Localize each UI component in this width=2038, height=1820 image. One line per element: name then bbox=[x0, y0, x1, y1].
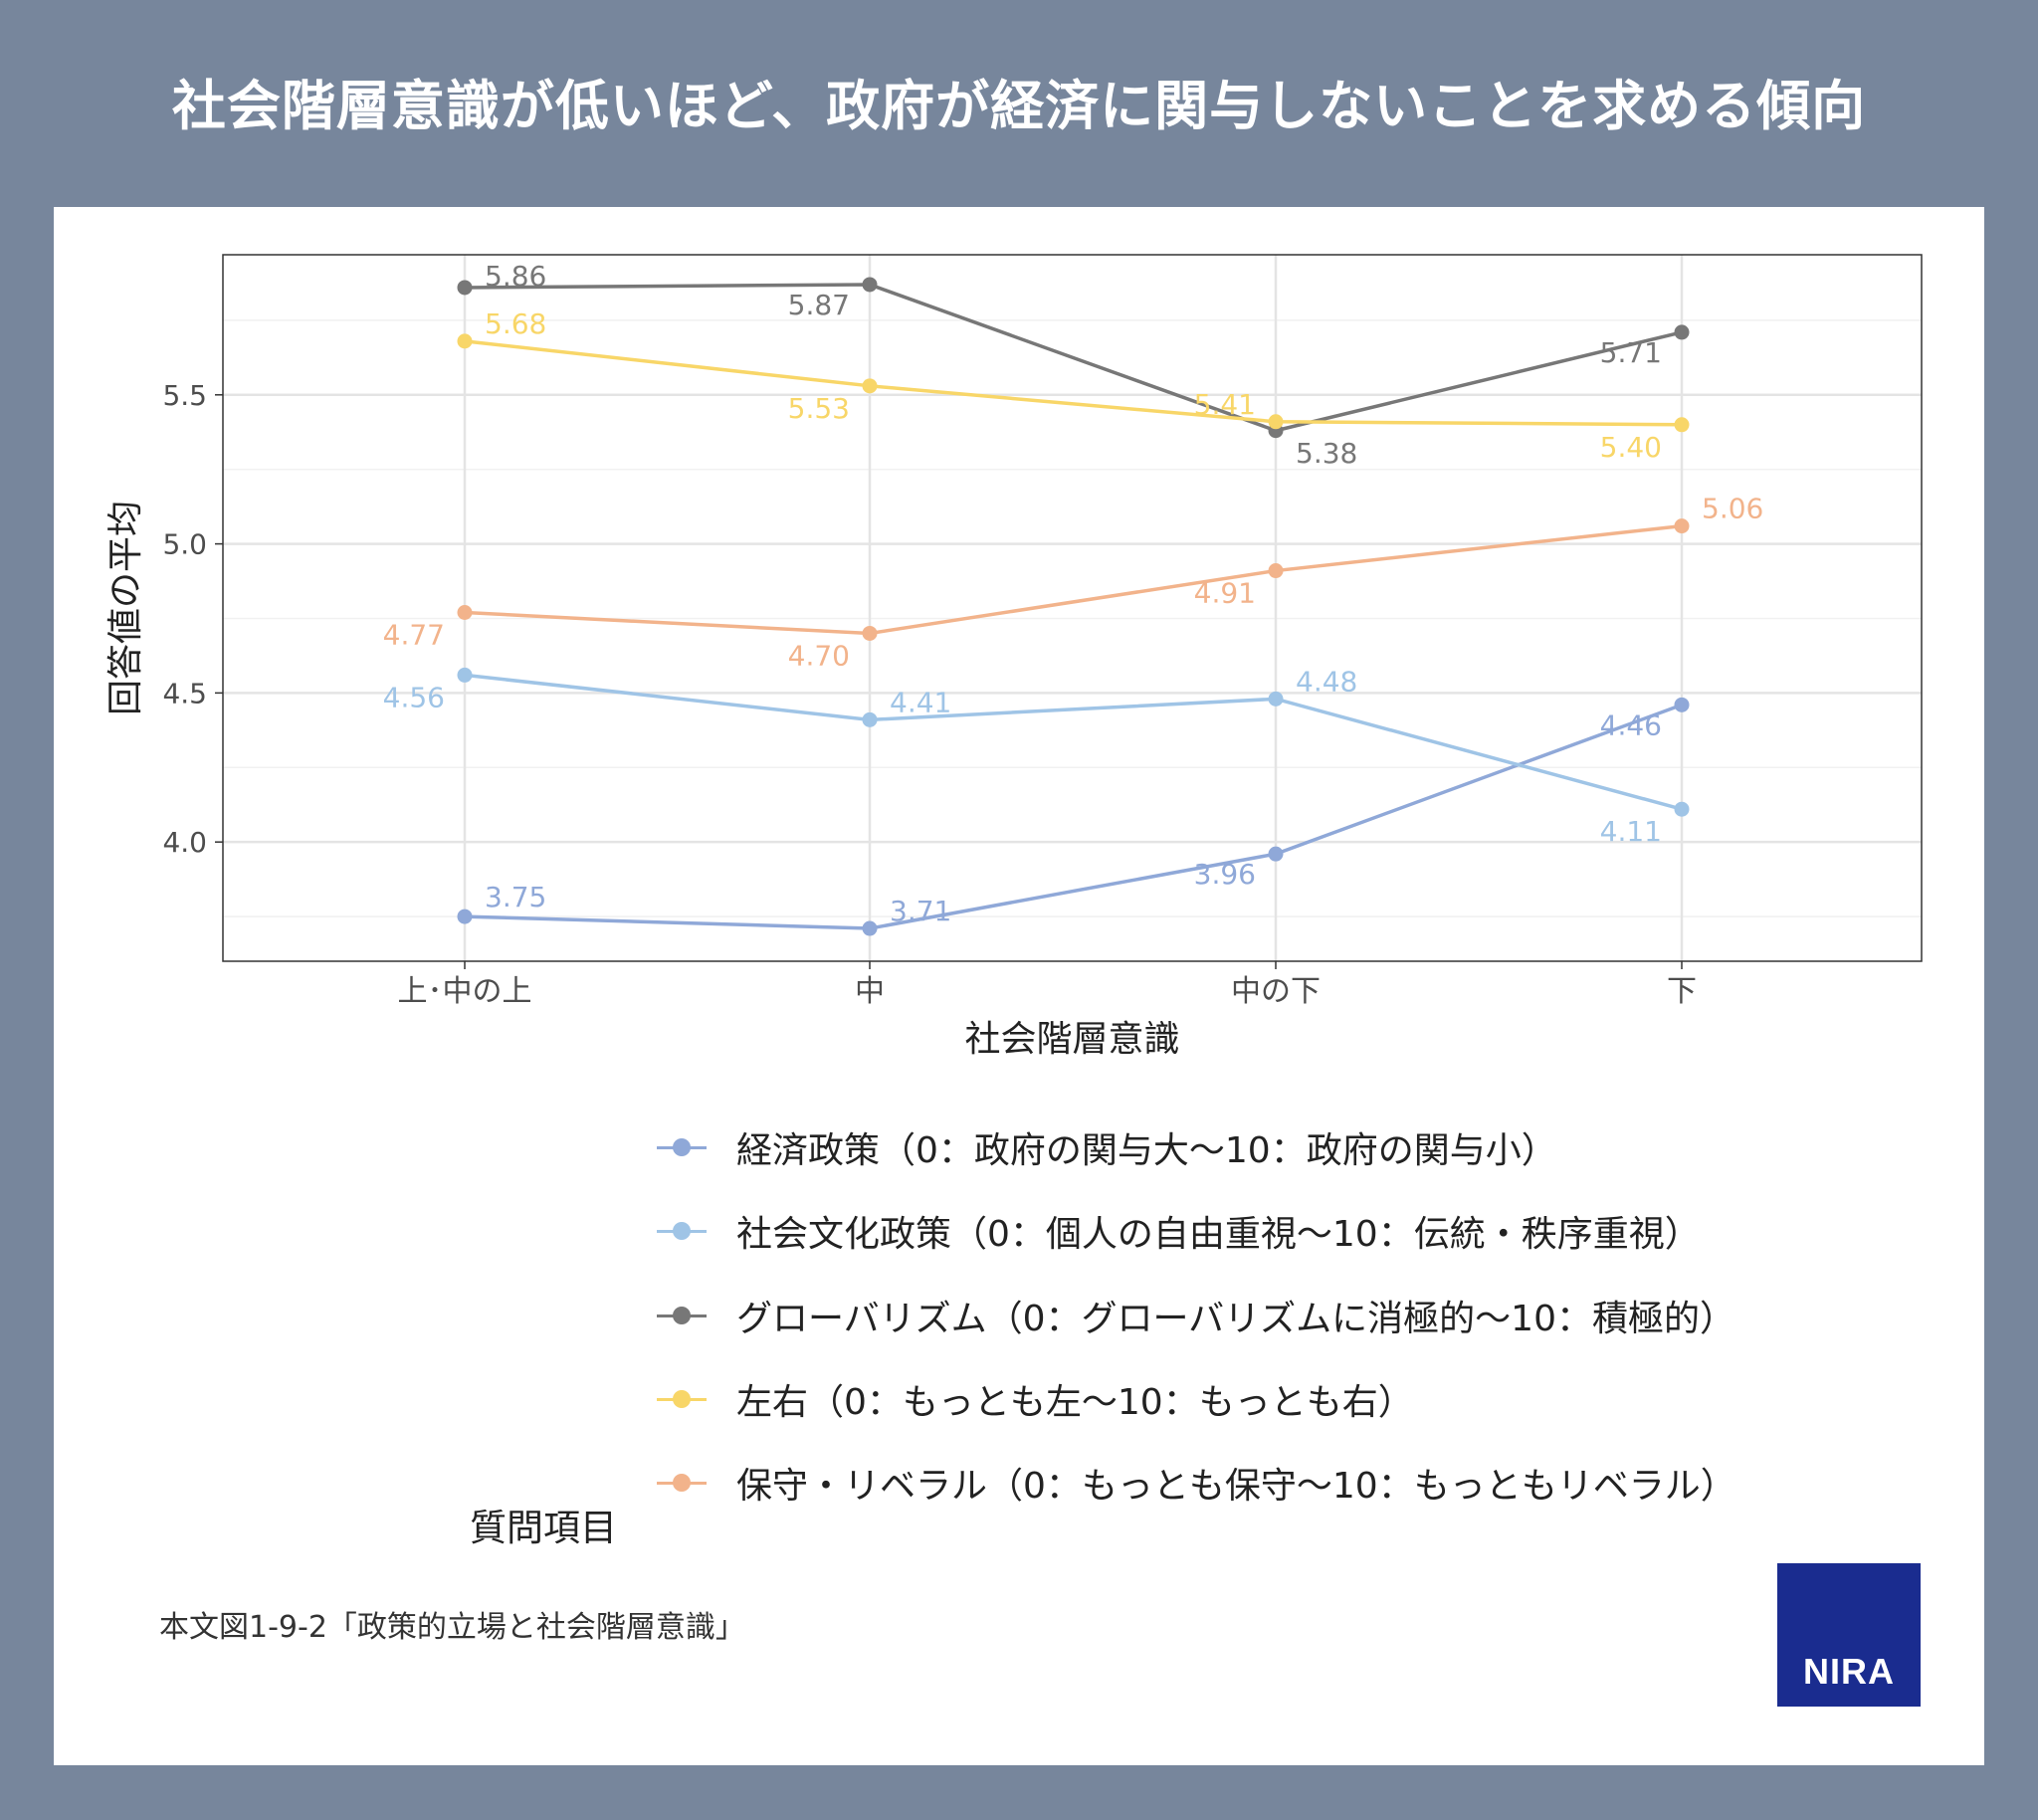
data-label-1: 4.56 bbox=[383, 681, 445, 713]
x-axis-title: 社会階層意識 bbox=[964, 1019, 1179, 1060]
series-point-0 bbox=[1674, 697, 1690, 712]
x-tick-label: 中の下 bbox=[1231, 974, 1321, 1009]
y-tick-label: 4.5 bbox=[162, 677, 207, 709]
series-point-1 bbox=[1674, 801, 1690, 817]
series-point-2 bbox=[1674, 324, 1690, 340]
legend-key-dot bbox=[673, 1474, 691, 1492]
data-label-4: 4.91 bbox=[1194, 577, 1256, 610]
data-label-3: 5.68 bbox=[485, 307, 546, 340]
legend-item-0: 経済政策（0：政府の関与大〜10：政府の関与小） bbox=[657, 1122, 1557, 1172]
y-tick-label: 5.5 bbox=[162, 379, 207, 412]
data-label-3: 5.53 bbox=[788, 392, 850, 425]
legend-key-dot bbox=[673, 1390, 691, 1408]
legend-key-3 bbox=[657, 1374, 707, 1424]
data-label-2: 5.87 bbox=[788, 289, 850, 321]
legend-item-1: 社会文化政策（0：個人の自由重視〜10：伝統・秩序重視） bbox=[657, 1206, 1701, 1256]
legend-label-4: 保守・リベラル（0：もっとも保守〜10：もっともリベラル） bbox=[736, 1466, 1736, 1507]
data-label-2: 5.38 bbox=[1296, 437, 1357, 470]
legend-label-1: 社会文化政策（0：個人の自由重視〜10：伝統・秩序重視） bbox=[736, 1214, 1701, 1255]
series-point-4 bbox=[862, 625, 878, 641]
x-tick-label: 上･中の上 bbox=[398, 974, 532, 1009]
y-tick-label: 5.0 bbox=[162, 528, 207, 561]
series-point-4 bbox=[457, 604, 473, 620]
data-label-3: 5.40 bbox=[1600, 431, 1662, 464]
legend-title: 質問項目 bbox=[470, 1507, 617, 1549]
data-label-0: 4.46 bbox=[1600, 708, 1662, 741]
legend-label-3: 左右（0：もっとも左〜10：もっとも右） bbox=[736, 1382, 1414, 1423]
data-label-2: 5.71 bbox=[1600, 336, 1662, 369]
legend-key-dot bbox=[673, 1138, 691, 1156]
series-point-3 bbox=[457, 333, 473, 349]
legend-item-3: 左右（0：もっとも左〜10：もっとも右） bbox=[657, 1374, 1414, 1424]
x-tick-label: 下 bbox=[1667, 974, 1697, 1009]
page-title: 社会階層意識が低いほど、政府が経済に関与しないことを求める傾向 bbox=[171, 75, 1867, 137]
data-label-4: 4.70 bbox=[788, 639, 850, 672]
series-point-0 bbox=[457, 909, 473, 924]
chart-panel: 4.0 4.5 5.0 5.5 上･中の上 中 中の下 下社会階層意識 回答値の平均 3.75 3.… bbox=[54, 207, 1984, 1765]
nira-logo: NIRA bbox=[1777, 1563, 1921, 1707]
series-point-1 bbox=[862, 711, 878, 727]
series-line-1 bbox=[464, 673, 1683, 811]
series-point-2 bbox=[457, 280, 473, 296]
legend-key-dot bbox=[673, 1222, 691, 1240]
series-point-3 bbox=[1674, 417, 1690, 433]
legend-item-4: 保守・リベラル（0：もっとも保守〜10：もっともリベラル） bbox=[657, 1458, 1736, 1508]
data-label-1: 4.41 bbox=[890, 686, 951, 718]
series-point-0 bbox=[1268, 846, 1284, 862]
legend-label-0: 経済政策（0：政府の関与大〜10：政府の関与小） bbox=[736, 1130, 1557, 1171]
legend-item-2: グローバリズム（0：グローバリズムに消極的〜10：積極的） bbox=[657, 1291, 1735, 1340]
data-label-0: 3.96 bbox=[1194, 858, 1256, 891]
legend-label-2: グローバリズム（0：グローバリズムに消極的〜10：積極的） bbox=[736, 1299, 1735, 1339]
data-label-4: 4.77 bbox=[383, 618, 445, 651]
x-tick-label: 中 bbox=[855, 974, 885, 1009]
data-label-0: 3.71 bbox=[890, 895, 951, 927]
legend-key-4 bbox=[657, 1458, 707, 1508]
legend-key-1 bbox=[657, 1206, 707, 1256]
series-point-1 bbox=[1268, 691, 1284, 707]
data-label-2: 5.86 bbox=[485, 260, 546, 293]
legend-key-dot bbox=[673, 1307, 691, 1324]
series-point-4 bbox=[1268, 563, 1284, 579]
series-line-3 bbox=[464, 339, 1683, 427]
series-point-3 bbox=[1268, 414, 1284, 430]
data-label-4: 5.06 bbox=[1702, 493, 1763, 525]
plot-border bbox=[222, 254, 1923, 962]
footnote: 本文図1-9-2「政策的立場と社会階層意識」 bbox=[159, 1610, 745, 1645]
data-label-1: 4.48 bbox=[1296, 665, 1357, 698]
series-point-1 bbox=[457, 667, 473, 683]
data-label-0: 3.75 bbox=[485, 881, 546, 913]
series-line-4 bbox=[464, 523, 1683, 636]
series-point-4 bbox=[1674, 518, 1690, 534]
series-point-2 bbox=[862, 277, 878, 293]
series-point-3 bbox=[862, 378, 878, 394]
legend-key-0 bbox=[657, 1122, 707, 1172]
data-label-3: 5.41 bbox=[1194, 388, 1256, 421]
series-line-0 bbox=[464, 703, 1683, 930]
series-point-0 bbox=[862, 920, 878, 936]
y-axis-title: 回答値の平均 bbox=[105, 501, 146, 715]
y-tick-label: 4.0 bbox=[162, 826, 207, 859]
data-label-1: 4.11 bbox=[1600, 815, 1662, 848]
legend-key-2 bbox=[657, 1291, 707, 1340]
series-line-2 bbox=[464, 283, 1683, 433]
